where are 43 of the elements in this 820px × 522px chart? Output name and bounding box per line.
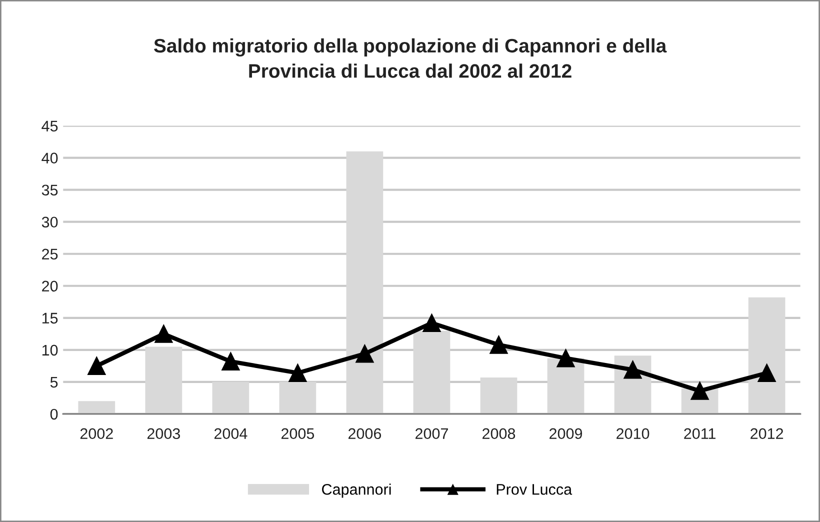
point bbox=[154, 324, 173, 343]
bar bbox=[480, 377, 518, 414]
x-tick-label: 2006 bbox=[348, 428, 382, 440]
x-tick-label: 2005 bbox=[281, 428, 314, 440]
x-tick-label: 2007 bbox=[416, 428, 448, 440]
x-tick-label: 2009 bbox=[550, 428, 582, 440]
bar bbox=[279, 382, 316, 414]
bar bbox=[78, 401, 116, 414]
x-tick-label: 2003 bbox=[147, 428, 180, 440]
y-tick-label: 5 bbox=[50, 376, 58, 388]
point bbox=[222, 352, 240, 370]
x-tick-label: 2008 bbox=[482, 428, 516, 440]
point bbox=[88, 356, 106, 375]
chart-title: Saldo migratorio della popolazione di Capannori e della Provincia di Lucca dal 2002 al 2012 bbox=[154, 38, 667, 78]
y-tick-label: 25 bbox=[42, 248, 58, 260]
y-tick-label: 40 bbox=[42, 152, 58, 164]
x-tick-label: 2011 bbox=[684, 428, 716, 440]
bar bbox=[748, 297, 786, 414]
point bbox=[624, 360, 642, 379]
y-tick-label: 35 bbox=[42, 184, 58, 196]
x-tick-label: 2012 bbox=[750, 428, 784, 440]
bar bbox=[346, 151, 384, 414]
legend-label: Capannori bbox=[322, 484, 391, 498]
x-tick-label: 2002 bbox=[80, 428, 113, 440]
bar bbox=[212, 382, 250, 414]
y-tick-label: 30 bbox=[42, 216, 58, 228]
y-tick-label: 0 bbox=[50, 408, 58, 420]
x-tick-label: 2010 bbox=[616, 428, 650, 440]
y-tick-label: 10 bbox=[42, 344, 58, 356]
point bbox=[556, 349, 575, 368]
y-tick-label: 15 bbox=[42, 312, 58, 324]
bar bbox=[413, 330, 450, 414]
y-tick-label: 45 bbox=[42, 120, 58, 132]
bar bbox=[145, 346, 182, 414]
legend-label: Prov Lucca bbox=[496, 484, 572, 495]
point bbox=[490, 336, 508, 354]
point bbox=[422, 314, 441, 332]
y-tick-label: 20 bbox=[42, 280, 58, 292]
point bbox=[288, 364, 307, 382]
point bbox=[758, 364, 776, 382]
point bbox=[356, 344, 374, 363]
x-tick-label: 2004 bbox=[214, 428, 248, 440]
point bbox=[690, 382, 709, 400]
